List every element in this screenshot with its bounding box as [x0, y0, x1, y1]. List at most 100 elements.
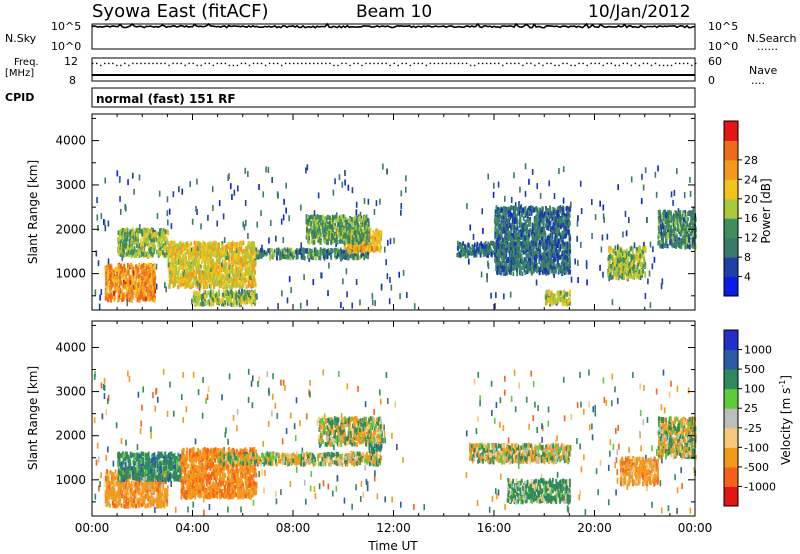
data-cell — [218, 283, 221, 289]
data-cell — [580, 241, 582, 248]
data-cell — [355, 246, 357, 251]
freq-dot — [112, 62, 114, 65]
data-cell — [647, 278, 649, 285]
data-cell — [126, 280, 129, 285]
data-cell — [343, 245, 346, 251]
freq-dot — [562, 62, 564, 65]
data-cell — [228, 253, 231, 259]
data-cell — [228, 260, 231, 265]
data-cell — [335, 237, 338, 242]
data-cell — [125, 235, 128, 241]
data-cell — [286, 251, 289, 256]
freq-dot — [582, 62, 584, 65]
data-cell — [462, 247, 464, 253]
data-cell — [388, 298, 391, 305]
freq-dot — [630, 64, 633, 67]
nave-legend-marks: .... — [751, 74, 765, 87]
data-cell — [305, 214, 308, 219]
data-cell — [104, 177, 107, 184]
freq-dot — [518, 62, 520, 65]
data-cell — [331, 214, 334, 220]
data-cell — [175, 260, 178, 266]
data-cell — [361, 236, 364, 242]
data-cell — [390, 284, 393, 291]
data-cell — [343, 249, 346, 254]
data-cell — [250, 283, 253, 288]
data-cell — [248, 266, 251, 272]
data-cell — [383, 246, 386, 253]
data-cell — [172, 274, 175, 280]
data-cell — [339, 221, 342, 227]
data-cell — [326, 234, 329, 240]
data-cell — [132, 270, 135, 276]
data-cell — [342, 218, 345, 223]
data-cell — [126, 233, 129, 238]
data-cell — [186, 249, 189, 255]
data-cell — [320, 215, 323, 220]
data-cell — [147, 237, 150, 243]
freq-dot — [666, 64, 669, 67]
freq-dot — [489, 62, 492, 65]
data-cell — [130, 262, 133, 268]
freq-dot — [598, 62, 600, 65]
freq-dot — [180, 62, 182, 65]
data-cell — [109, 278, 112, 284]
data-cell — [507, 236, 510, 242]
data-cell — [603, 216, 605, 223]
data-cell — [220, 274, 223, 280]
data-cell — [518, 201, 520, 208]
data-cell — [243, 277, 246, 282]
data-cell — [187, 279, 190, 284]
data-cell — [158, 251, 161, 257]
data-cell — [255, 293, 257, 299]
data-cell — [290, 287, 292, 294]
data-cell — [152, 289, 155, 295]
freq-dot — [176, 62, 178, 65]
data-cell — [244, 275, 247, 280]
data-cell — [159, 234, 162, 239]
data-cell — [329, 220, 331, 226]
data-cell — [633, 242, 636, 249]
data-cell — [180, 265, 182, 270]
data-cell — [523, 249, 526, 254]
data-cell — [536, 183, 539, 190]
data-cell — [240, 246, 243, 252]
data-cell — [524, 270, 527, 275]
data-cell — [285, 182, 287, 189]
data-cell — [487, 173, 490, 180]
data-cell — [263, 250, 266, 255]
data-cell — [162, 228, 165, 233]
data-cell — [214, 244, 217, 249]
data-cell — [152, 265, 155, 271]
data-cell — [116, 170, 119, 177]
data-cell — [495, 233, 498, 239]
data-cell — [197, 251, 200, 257]
data-cell — [399, 293, 401, 300]
data-cell — [346, 247, 349, 252]
data-cell — [533, 231, 536, 237]
data-cell — [135, 264, 137, 269]
data-cell — [212, 204, 214, 211]
data-cell — [360, 245, 363, 251]
data-cell — [221, 240, 224, 246]
data-cell — [547, 256, 549, 262]
data-cell — [115, 286, 118, 292]
data-cell — [267, 167, 270, 174]
data-cell — [241, 294, 244, 300]
data-cell — [221, 253, 223, 258]
data-cell — [360, 223, 362, 229]
data-cell — [131, 284, 134, 290]
data-cell — [179, 275, 182, 280]
data-cell — [191, 218, 194, 225]
freq-dot — [256, 62, 259, 65]
freq-dot — [522, 64, 524, 67]
data-cell — [161, 240, 163, 246]
data-cell — [260, 247, 262, 253]
freq-dot — [526, 62, 528, 65]
data-cell — [343, 225, 346, 231]
data-cell — [223, 253, 226, 259]
data-cell — [170, 265, 173, 271]
data-cell — [646, 217, 648, 224]
data-cell — [577, 215, 579, 222]
data-cell — [339, 239, 342, 244]
